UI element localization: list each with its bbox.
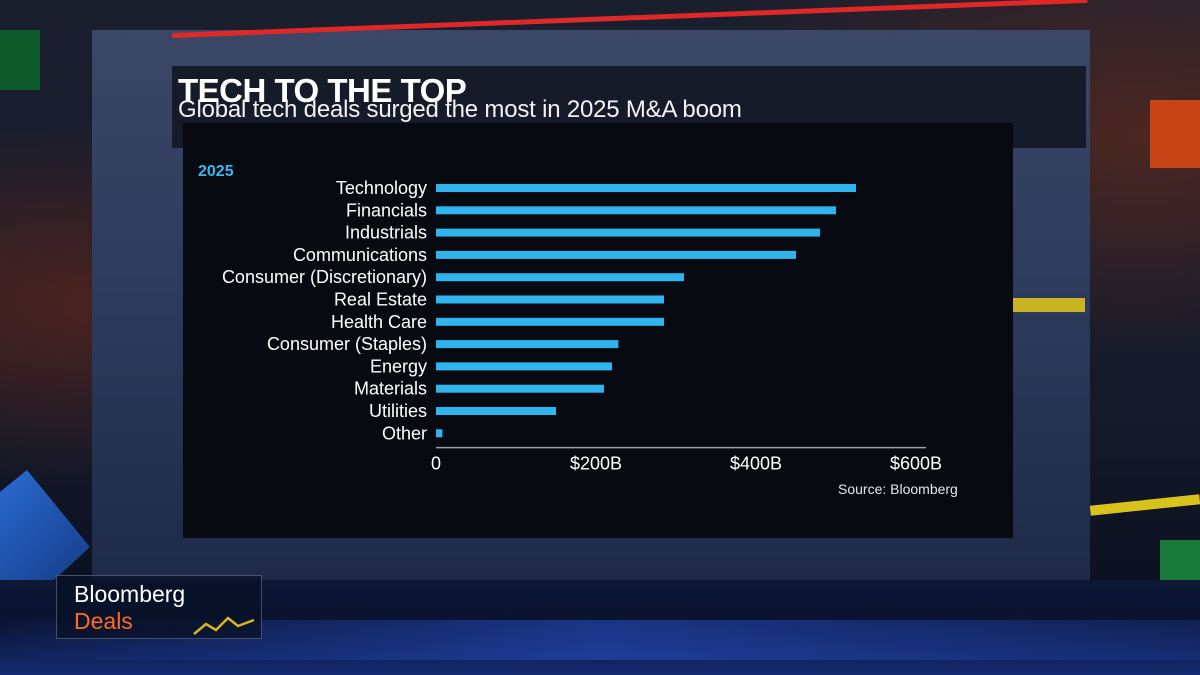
category-label: Technology [336, 178, 427, 198]
category-label: Industrials [345, 223, 427, 243]
x-tick-label: $400B [730, 454, 782, 474]
category-label: Financials [346, 200, 427, 220]
chart-panel [183, 123, 1013, 538]
chart-subtitle: Global tech deals surged the most in 202… [178, 96, 742, 123]
bar [436, 295, 664, 304]
category-label: Utilities [369, 401, 427, 421]
series-label: 2025 [198, 163, 234, 180]
bloomberg-deals-logo [56, 575, 262, 639]
bar [436, 407, 556, 415]
bar [436, 340, 619, 349]
x-tick-label: $200B [570, 454, 622, 474]
category-label: Consumer (Staples) [267, 334, 427, 354]
decor-stripe-yellow-screen [1013, 298, 1085, 312]
category-label: Real Estate [334, 290, 427, 310]
bar [436, 273, 684, 282]
chart-title: TECH TO THE TOP [178, 72, 467, 109]
category-label: Consumer (Discretionary) [222, 267, 427, 287]
category-label: Energy [370, 356, 427, 376]
bar [436, 228, 820, 237]
bar [436, 384, 604, 393]
category-label: Other [382, 423, 427, 443]
x-tick-label: 0 [431, 454, 441, 474]
bar [436, 429, 443, 438]
logo-trend-line-icon [193, 616, 255, 635]
logo-brand-text: Bloomberg [74, 581, 186, 607]
category-label: Health Care [331, 312, 427, 332]
category-label: Communications [293, 245, 427, 265]
chart-source: Source: Bloomberg [838, 481, 958, 497]
bar [436, 362, 612, 371]
category-label: Materials [354, 379, 427, 399]
bar [436, 317, 664, 326]
decor-panel-green [0, 30, 40, 90]
bar [436, 250, 796, 259]
decor-panel-orange [1150, 100, 1200, 168]
bar [436, 206, 836, 215]
logo-show-text: Deals [74, 608, 133, 634]
x-tick-label: $600B [890, 454, 942, 474]
bar [436, 184, 856, 192]
